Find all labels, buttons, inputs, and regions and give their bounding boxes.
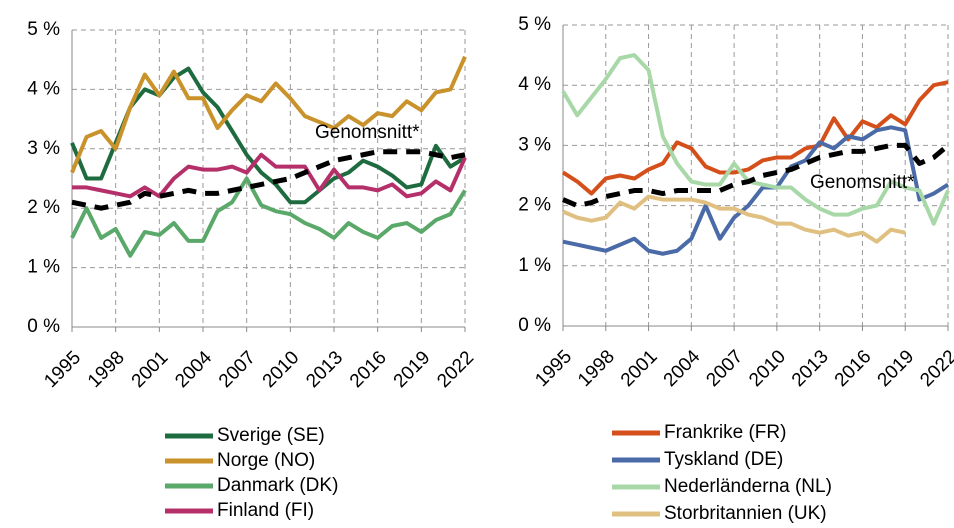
x-tick-label: 2007 [702,346,747,391]
legend-label: Nederländerna (NL) [664,476,832,497]
x-tick-label: 1998 [84,347,129,392]
y-tick-label: 0 % [27,316,60,337]
series-line [562,194,906,244]
average-label: Genomsnitt* [315,122,420,143]
x-tick-label: 2022 [433,347,478,392]
y-tick-label: 1 % [27,257,60,278]
y-tick-label: 4 % [518,74,551,95]
y-tick-label: 3 % [27,138,60,159]
y-tick-label: 2 % [518,195,551,216]
series-line [70,55,467,174]
x-tick-label: 2004 [171,347,216,392]
series-line [562,125,950,256]
y-tick-label: 5 % [518,14,551,35]
legend-label: Sverige (SE) [217,425,325,446]
x-tick-label: 1995 [531,346,576,391]
series-line [70,176,467,258]
y-tick-label: 1 % [518,255,551,276]
y-tick-label: 0 % [518,315,551,336]
x-tick-label: 2010 [259,347,304,392]
series-line [561,53,950,226]
series-line [561,80,949,196]
y-tick-label: 3 % [518,134,551,155]
average-line [562,142,950,209]
legend-label: Frankrike (FR) [664,422,786,443]
x-tick-label: 2022 [916,346,954,391]
average-label: Genomsnitt* [810,172,915,193]
x-tick-label: 2019 [874,346,919,391]
x-tick-label: 2013 [302,347,347,392]
legend-label: Finland (FI) [217,500,314,521]
series-line [72,152,467,199]
x-tick-label: 2016 [346,347,391,392]
x-tick-label: 2007 [215,347,260,392]
x-tick-label: 2004 [660,346,705,391]
x-tick-label: 2010 [745,346,790,391]
y-tick-label: 5 % [27,19,60,40]
x-tick-label: 2013 [788,346,833,391]
series-line [70,66,467,205]
legend-label: Norge (NO) [217,450,315,471]
x-tick-label: 2016 [831,346,876,391]
x-tick-label: 2001 [617,346,662,391]
x-tick-label: 2001 [128,347,173,392]
legend-label: Danmark (DK) [217,475,338,496]
y-tick-label: 2 % [27,197,60,218]
legend-label: Tyskland (DE) [664,449,783,470]
legend-label: Storbritannien (UK) [664,503,827,524]
x-tick-label: 1995 [40,347,85,392]
x-tick-label: 2019 [390,347,435,392]
y-tick-label: 4 % [27,78,60,99]
x-tick-label: 1998 [574,346,619,391]
